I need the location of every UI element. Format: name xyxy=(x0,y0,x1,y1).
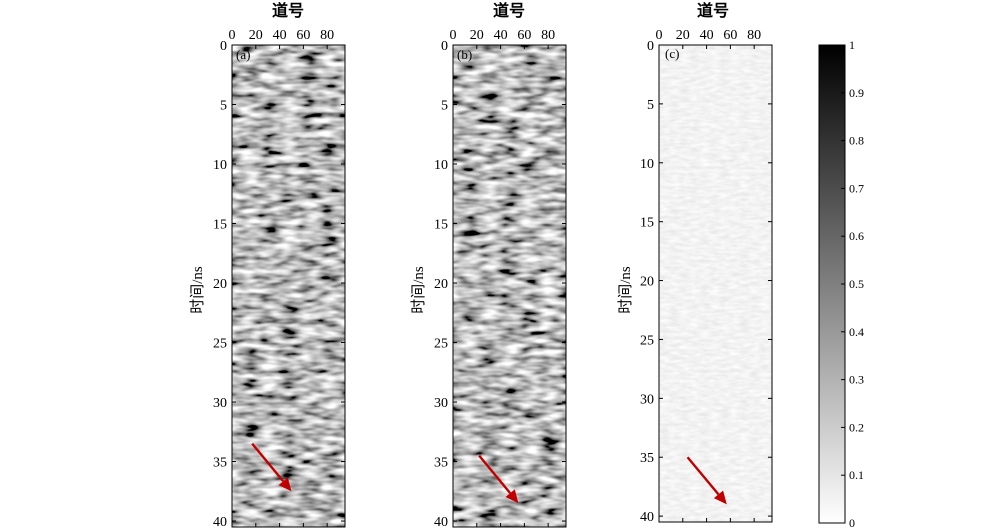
panel-b-y-tick-label: 25 xyxy=(434,337,448,352)
panel-c-y-tick-label: 5 xyxy=(647,98,654,113)
panel-b-y-tick-label: 5 xyxy=(441,99,448,114)
panel-b-ylabel: 时间/ns xyxy=(410,266,427,314)
panel-a-x-tick-label: 60 xyxy=(296,28,310,43)
colorbar-tick-label: 0.1 xyxy=(849,468,864,482)
panel-a-y-tick-label: 35 xyxy=(213,456,227,471)
panel-b-frame xyxy=(452,44,567,528)
panel-c-y-tick-label: 30 xyxy=(640,392,654,407)
colorbar: 0 0.1 0.2 0.3 0.4 0.5 0.6 0.7 0.8 0.9 1 xyxy=(818,38,864,530)
panel-b-y-tick-label: 10 xyxy=(434,158,448,173)
panel-c-y-tick-label: 35 xyxy=(640,451,654,466)
panel-b-xlabel: 道号 xyxy=(493,1,525,20)
colorbar-tick-label: 0.5 xyxy=(849,277,864,291)
panel-b-x-tick-label: 0 xyxy=(450,28,457,43)
panel-a-y-tick-label: 0 xyxy=(220,39,227,54)
panel-a-arrow-head xyxy=(278,477,292,492)
panel-c-xlabel: 道号 xyxy=(697,1,729,20)
colorbar-tick-label: 1 xyxy=(849,38,855,52)
panel-a-x-tick-label: 40 xyxy=(273,28,287,43)
panel-b-arrow-head xyxy=(505,489,519,504)
panel-c-arrow-head xyxy=(713,490,727,505)
panel-b: 0 20 40 60 80 0 5 10 15 20 25 30 35 40 (b) 道号 时间/ns xyxy=(410,1,567,530)
panel-a-y-tick-label: 30 xyxy=(213,396,227,411)
panel-b-arrow xyxy=(478,454,512,494)
panel-b-y-tick-label: 15 xyxy=(434,218,448,233)
panel-c-x-tick-label: 40 xyxy=(700,28,714,43)
panel-a-arrow xyxy=(251,442,285,483)
panel-c-y-tick-label: 10 xyxy=(640,157,654,172)
panel-a-x-tick-label: 0 xyxy=(229,28,236,43)
panel-b-x-tick-label: 80 xyxy=(541,28,555,43)
panel-a-y-tick-label: 20 xyxy=(213,277,227,292)
panel-c-x-tick-label: 0 xyxy=(656,28,663,43)
panel-a: 0 20 40 60 80 0 5 10 15 20 25 30 35 40 (a) 道号 时间/ns xyxy=(189,1,346,530)
colorbar-tick-label: 0.3 xyxy=(849,373,864,387)
panel-a-xlabel: 道号 xyxy=(272,1,304,20)
panel-c-y-tick-label: 20 xyxy=(640,275,654,290)
panel-b-x-tick-label: 40 xyxy=(494,28,508,43)
panel-a-x-tick-label: 80 xyxy=(320,28,334,43)
panel-c-x-tick-label: 80 xyxy=(747,28,761,43)
panel-a-x-tick-label: 20 xyxy=(249,28,263,43)
colorbar-tick-label: 0.2 xyxy=(849,420,864,434)
colorbar-tick-label: 0.4 xyxy=(849,325,864,339)
panel-c-image xyxy=(659,45,772,522)
panel-c-y-tick-label: 15 xyxy=(640,216,654,231)
panel-a-y-tick-label: 10 xyxy=(213,158,227,173)
panel-c-arrow xyxy=(686,456,720,496)
panel-c-y-ticks: 0 5 10 15 20 25 30 35 40 xyxy=(640,39,772,525)
colorbar-tick-label: 0.9 xyxy=(849,86,864,100)
panel-b-y-tick-label: 30 xyxy=(434,396,448,411)
panel-c-frame xyxy=(658,44,773,523)
panel-b-y-tick-label: 40 xyxy=(434,515,448,530)
panel-c-y-tick-label: 25 xyxy=(640,333,654,348)
panel-c: 0 20 40 60 80 0 5 10 15 20 25 30 35 40 (c) 道号 时间/ns xyxy=(617,1,773,525)
panel-a-y-tick-label: 15 xyxy=(213,218,227,233)
colorbar-tick-label: 0 xyxy=(849,516,855,530)
panel-b-y-tick-label: 20 xyxy=(434,277,448,292)
colorbar-ticks: 0 0.1 0.2 0.3 0.4 0.5 0.6 0.7 0.8 0.9 1 xyxy=(841,38,864,530)
panel-b-x-tick-label: 20 xyxy=(470,28,484,43)
panel-c-ylabel: 时间/ns xyxy=(617,266,634,314)
colorbar-tick-label: 0.7 xyxy=(849,181,864,195)
panel-b-y-tick-label: 35 xyxy=(434,456,448,471)
panel-b-label: (b) xyxy=(457,47,472,62)
panel-a-x-ticks: 0 20 40 60 80 xyxy=(229,28,334,527)
panel-a-y-tick-label: 40 xyxy=(213,515,227,530)
colorbar-gradient xyxy=(818,44,846,524)
panel-a-y-ticks: 0 5 10 15 20 25 30 35 40 xyxy=(213,39,345,530)
panel-c-label: (c) xyxy=(665,46,679,61)
panel-a-ylabel: 时间/ns xyxy=(189,266,206,314)
panel-c-x-ticks: 0 20 40 60 80 xyxy=(656,28,761,522)
panel-b-y-ticks: 0 5 10 15 20 25 30 35 40 xyxy=(434,39,566,530)
panel-c-y-tick-label: 40 xyxy=(640,510,654,525)
colorbar-tick-label: 0.8 xyxy=(849,134,864,148)
panel-a-frame xyxy=(231,44,346,528)
panel-c-y-tick-label: 0 xyxy=(647,39,654,54)
panel-a-y-tick-label: 5 xyxy=(220,99,227,114)
panel-b-x-ticks: 0 20 40 60 80 xyxy=(450,28,555,527)
panel-c-x-tick-label: 60 xyxy=(723,28,737,43)
panel-a-label: (a) xyxy=(236,47,250,62)
panel-a-y-tick-label: 25 xyxy=(213,337,227,352)
panel-b-image xyxy=(453,45,566,527)
panel-b-x-tick-label: 60 xyxy=(517,28,531,43)
panel-a-image xyxy=(232,45,345,527)
panel-c-x-tick-label: 20 xyxy=(676,28,690,43)
panel-b-y-tick-label: 0 xyxy=(441,39,448,54)
colorbar-tick-label: 0.6 xyxy=(849,229,864,243)
